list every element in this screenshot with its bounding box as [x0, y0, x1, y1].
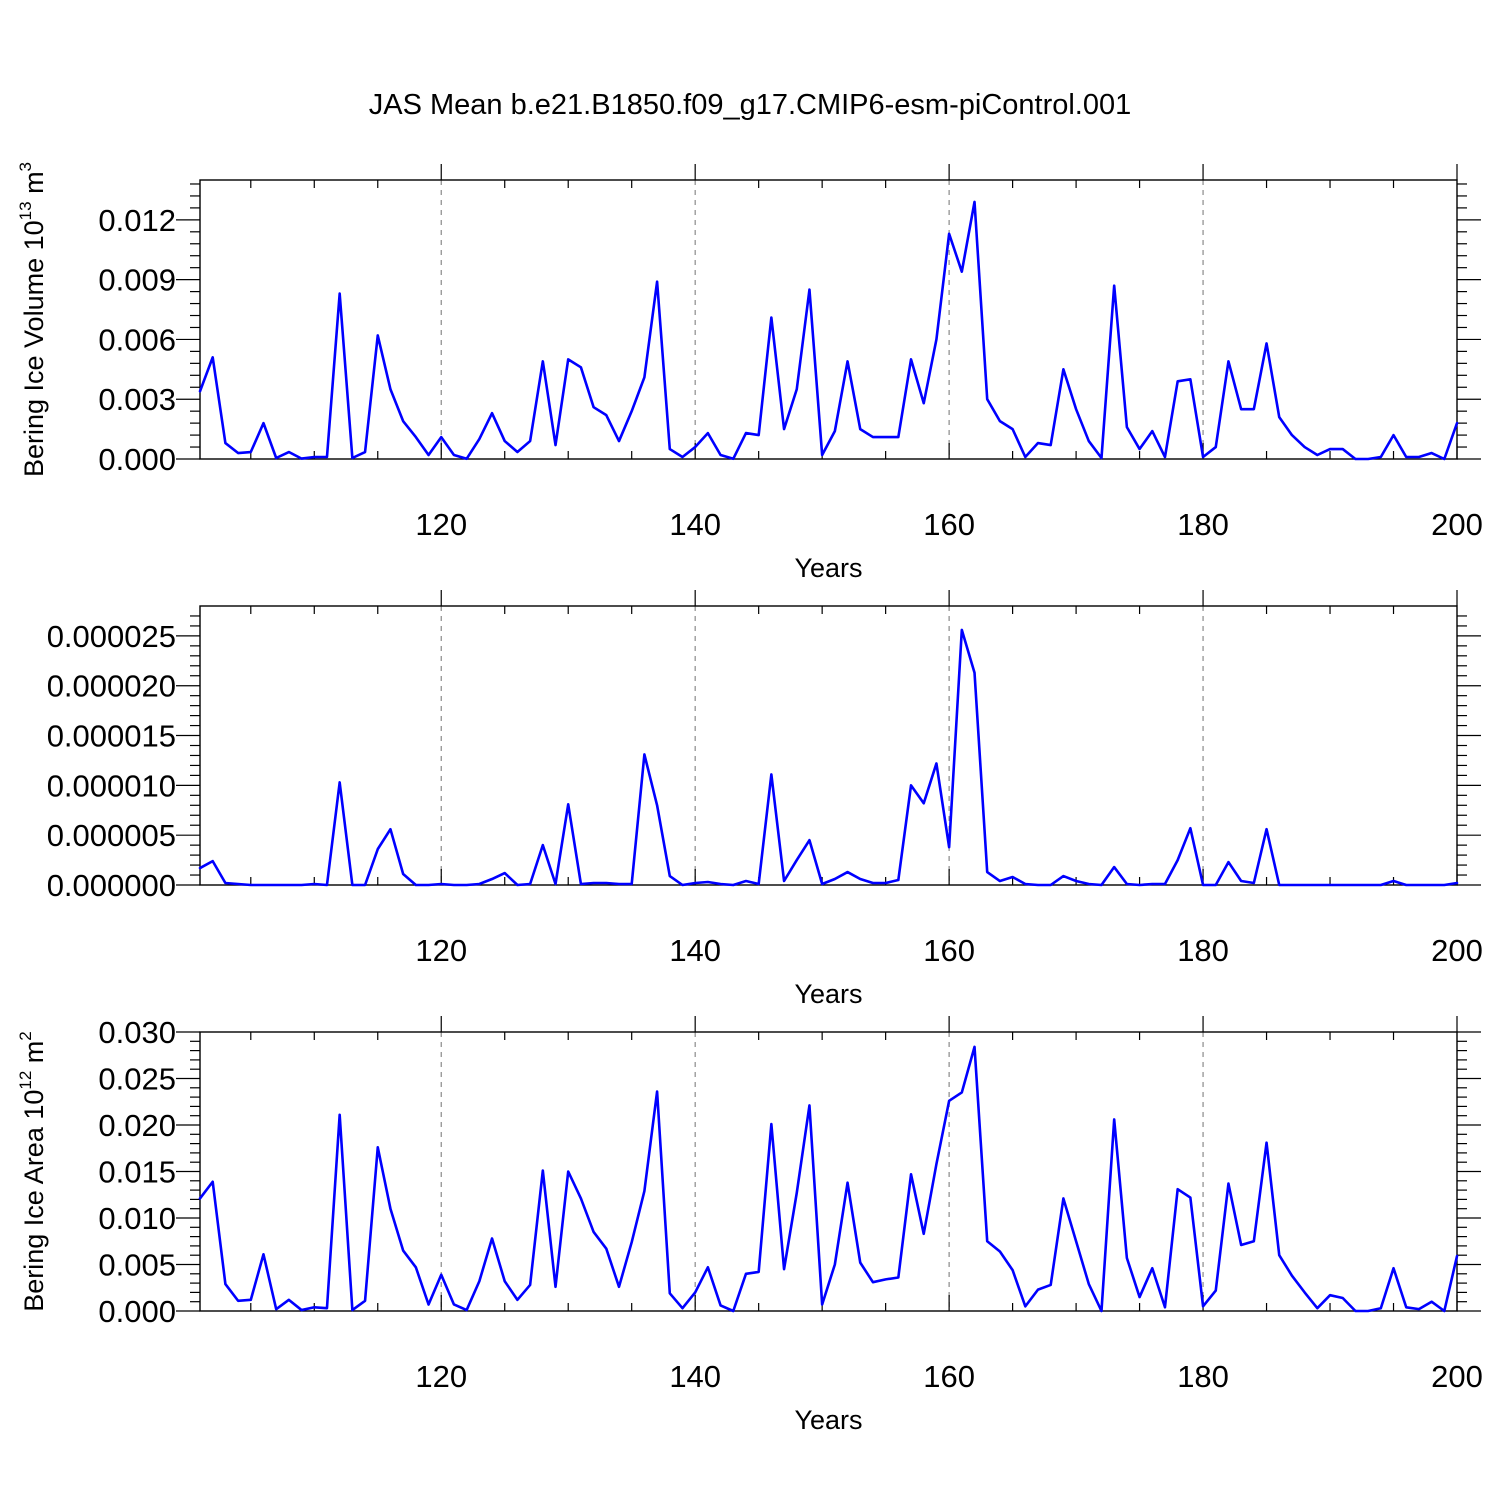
- y-axis-label-exponent: 13: [16, 201, 35, 220]
- y-tick-label: 0.000005: [47, 818, 176, 853]
- x-axis-label: Years: [794, 553, 862, 583]
- x-tick-label: 140: [669, 933, 721, 968]
- x-tick-label: 140: [669, 507, 721, 542]
- y-tick-label: 0.003: [98, 382, 176, 417]
- plot-frame: [199, 179, 1458, 460]
- y-tick-label: 0.025: [98, 1062, 176, 1097]
- x-tick-label: 120: [415, 507, 467, 542]
- y-tick-label: 0.010: [98, 1201, 176, 1236]
- y-tick-label: 0.015: [98, 1155, 176, 1190]
- x-tick-label: 120: [415, 1359, 467, 1394]
- y-tick-label: 0.000000: [47, 868, 176, 903]
- x-tick-label: 180: [1177, 507, 1229, 542]
- series-line: [198, 1045, 1459, 1313]
- y-tick-label: 0.000020: [47, 669, 176, 704]
- x-tick-label: 140: [669, 1359, 721, 1394]
- y-tick-label: 0.030: [98, 1015, 176, 1050]
- y-axis-label: Bering Ice Area 1012 m2: [16, 1031, 49, 1312]
- area-panel: 120 140 160 180 200 0.000 0.005 0.010 0.015 0.020…: [16, 1015, 1483, 1435]
- plot-frame: [199, 1031, 1458, 1312]
- y-axis-label: Bering Ice Volume 1013 m3: [16, 162, 49, 477]
- x-tick-label: 200: [1431, 507, 1483, 542]
- y-axis-label-unit: m: [19, 171, 49, 201]
- middle-panel: 120 140 160 180 200 0.000000 0.000005 0.000010 0…: [47, 590, 1483, 1009]
- y-tick-label: 0.000025: [47, 619, 176, 654]
- y-axis-label-text: Bering Ice Volume 10: [19, 220, 49, 477]
- x-tick-label: 120: [415, 933, 467, 968]
- y-axis-label-unit-exponent: 3: [16, 162, 35, 171]
- chart-title: JAS Mean b.e21.B1850.f09_g17.CMIP6-esm-p…: [369, 89, 1132, 121]
- series-line: [198, 200, 1459, 461]
- x-tick-label: 180: [1177, 933, 1229, 968]
- y-tick-label: 0.000015: [47, 719, 176, 754]
- y-tick-label: 0.000: [98, 1294, 176, 1329]
- y-axis-label-unit-exponent: 2: [16, 1031, 35, 1040]
- y-tick-label: 0.020: [98, 1108, 176, 1143]
- x-tick-label: 160: [923, 1359, 975, 1394]
- x-tick-label: 160: [923, 933, 975, 968]
- x-tick-label: 200: [1431, 933, 1483, 968]
- y-tick-label: 0.006: [98, 322, 176, 357]
- y-axis-label-text: Bering Ice Area 10: [19, 1090, 49, 1312]
- x-tick-label: 160: [923, 507, 975, 542]
- y-tick-label: 0.000010: [47, 768, 176, 803]
- panels: 120 140 160 180 200 0.000 0.003 0.006 0.009 0.012…: [16, 162, 1483, 1435]
- y-tick-label: 0.012: [98, 203, 176, 238]
- x-axis-label: Years: [794, 1405, 862, 1435]
- x-tick-label: 180: [1177, 1359, 1229, 1394]
- series-line: [198, 628, 1459, 887]
- volume-panel: 120 140 160 180 200 0.000 0.003 0.006 0.009 0.012…: [16, 162, 1483, 583]
- x-axis-label: Years: [794, 979, 862, 1009]
- y-tick-label: 0.000: [98, 442, 176, 477]
- y-tick-label: 0.009: [98, 263, 176, 298]
- y-axis-label-unit: m: [19, 1041, 49, 1071]
- y-tick-label: 0.005: [98, 1248, 176, 1283]
- y-axis-label-exponent: 12: [16, 1071, 35, 1090]
- x-tick-label: 200: [1431, 1359, 1483, 1394]
